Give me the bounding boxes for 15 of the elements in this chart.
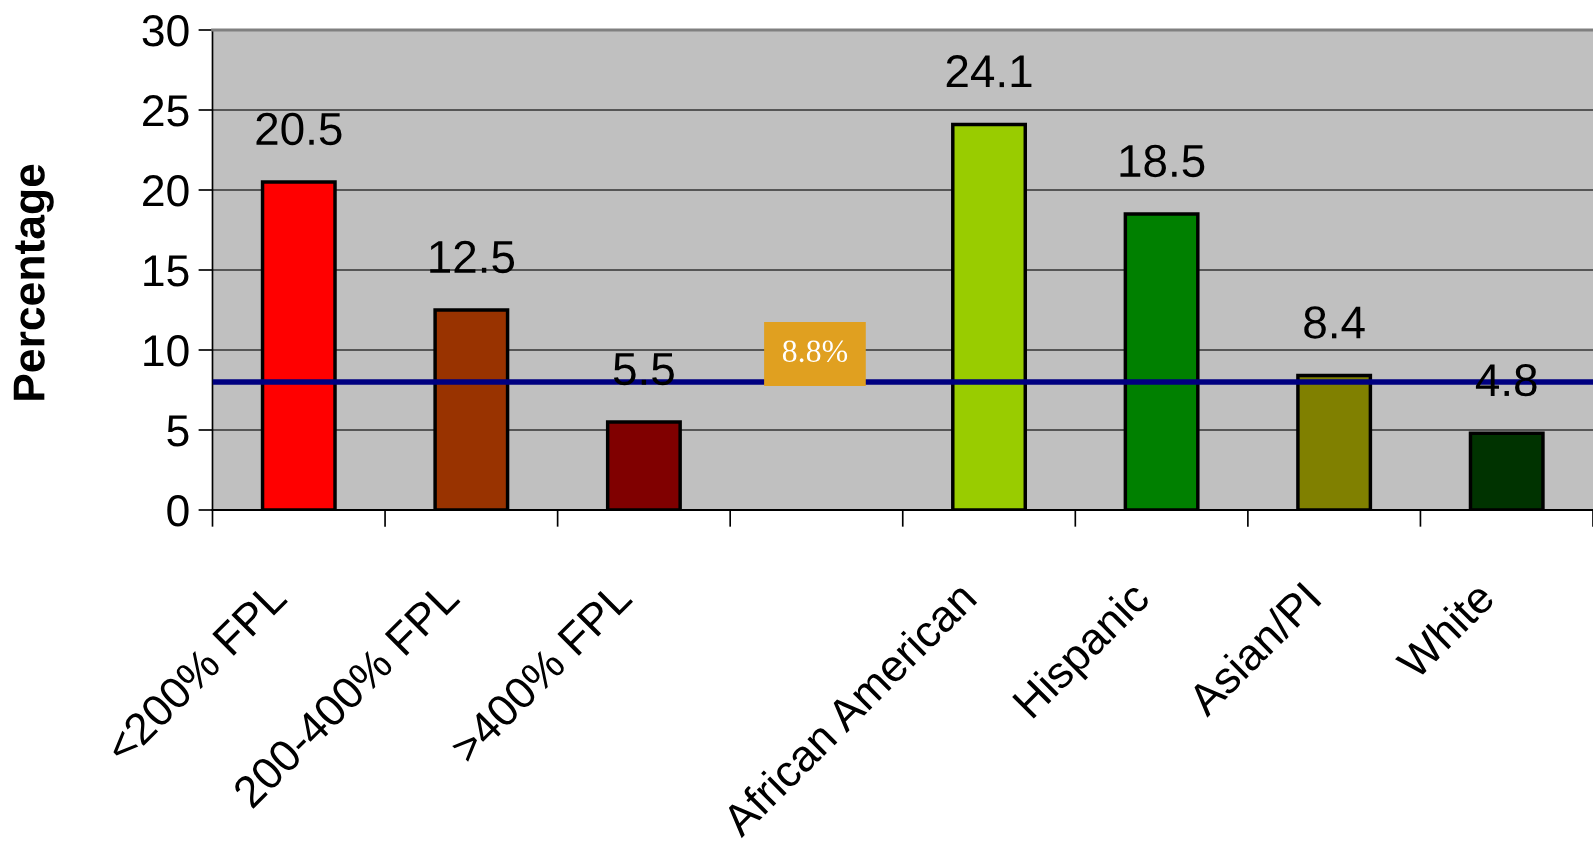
y-tick-label: 25 [143, 95, 189, 127]
y-tick-label: 30 [142, 15, 189, 47]
y-tick-label: 15 [144, 255, 189, 287]
annotation: 8.8% [782, 340, 848, 363]
data-label: 12.5 [430, 240, 515, 274]
data-label: 5.5 [613, 353, 674, 386]
data-label: 8.4 [1304, 306, 1365, 339]
y-tick-label: 10 [144, 335, 189, 367]
y-tick-label: 0 [167, 495, 189, 527]
data-label: 20.5 [256, 112, 342, 146]
y-tick-label: 20 [143, 175, 189, 207]
data-label: 18.5 [1120, 144, 1205, 178]
y-tick-label: 5 [167, 415, 189, 447]
y-axis-title: Percentage [13, 164, 54, 400]
data-label: 24.1 [946, 55, 1032, 88]
